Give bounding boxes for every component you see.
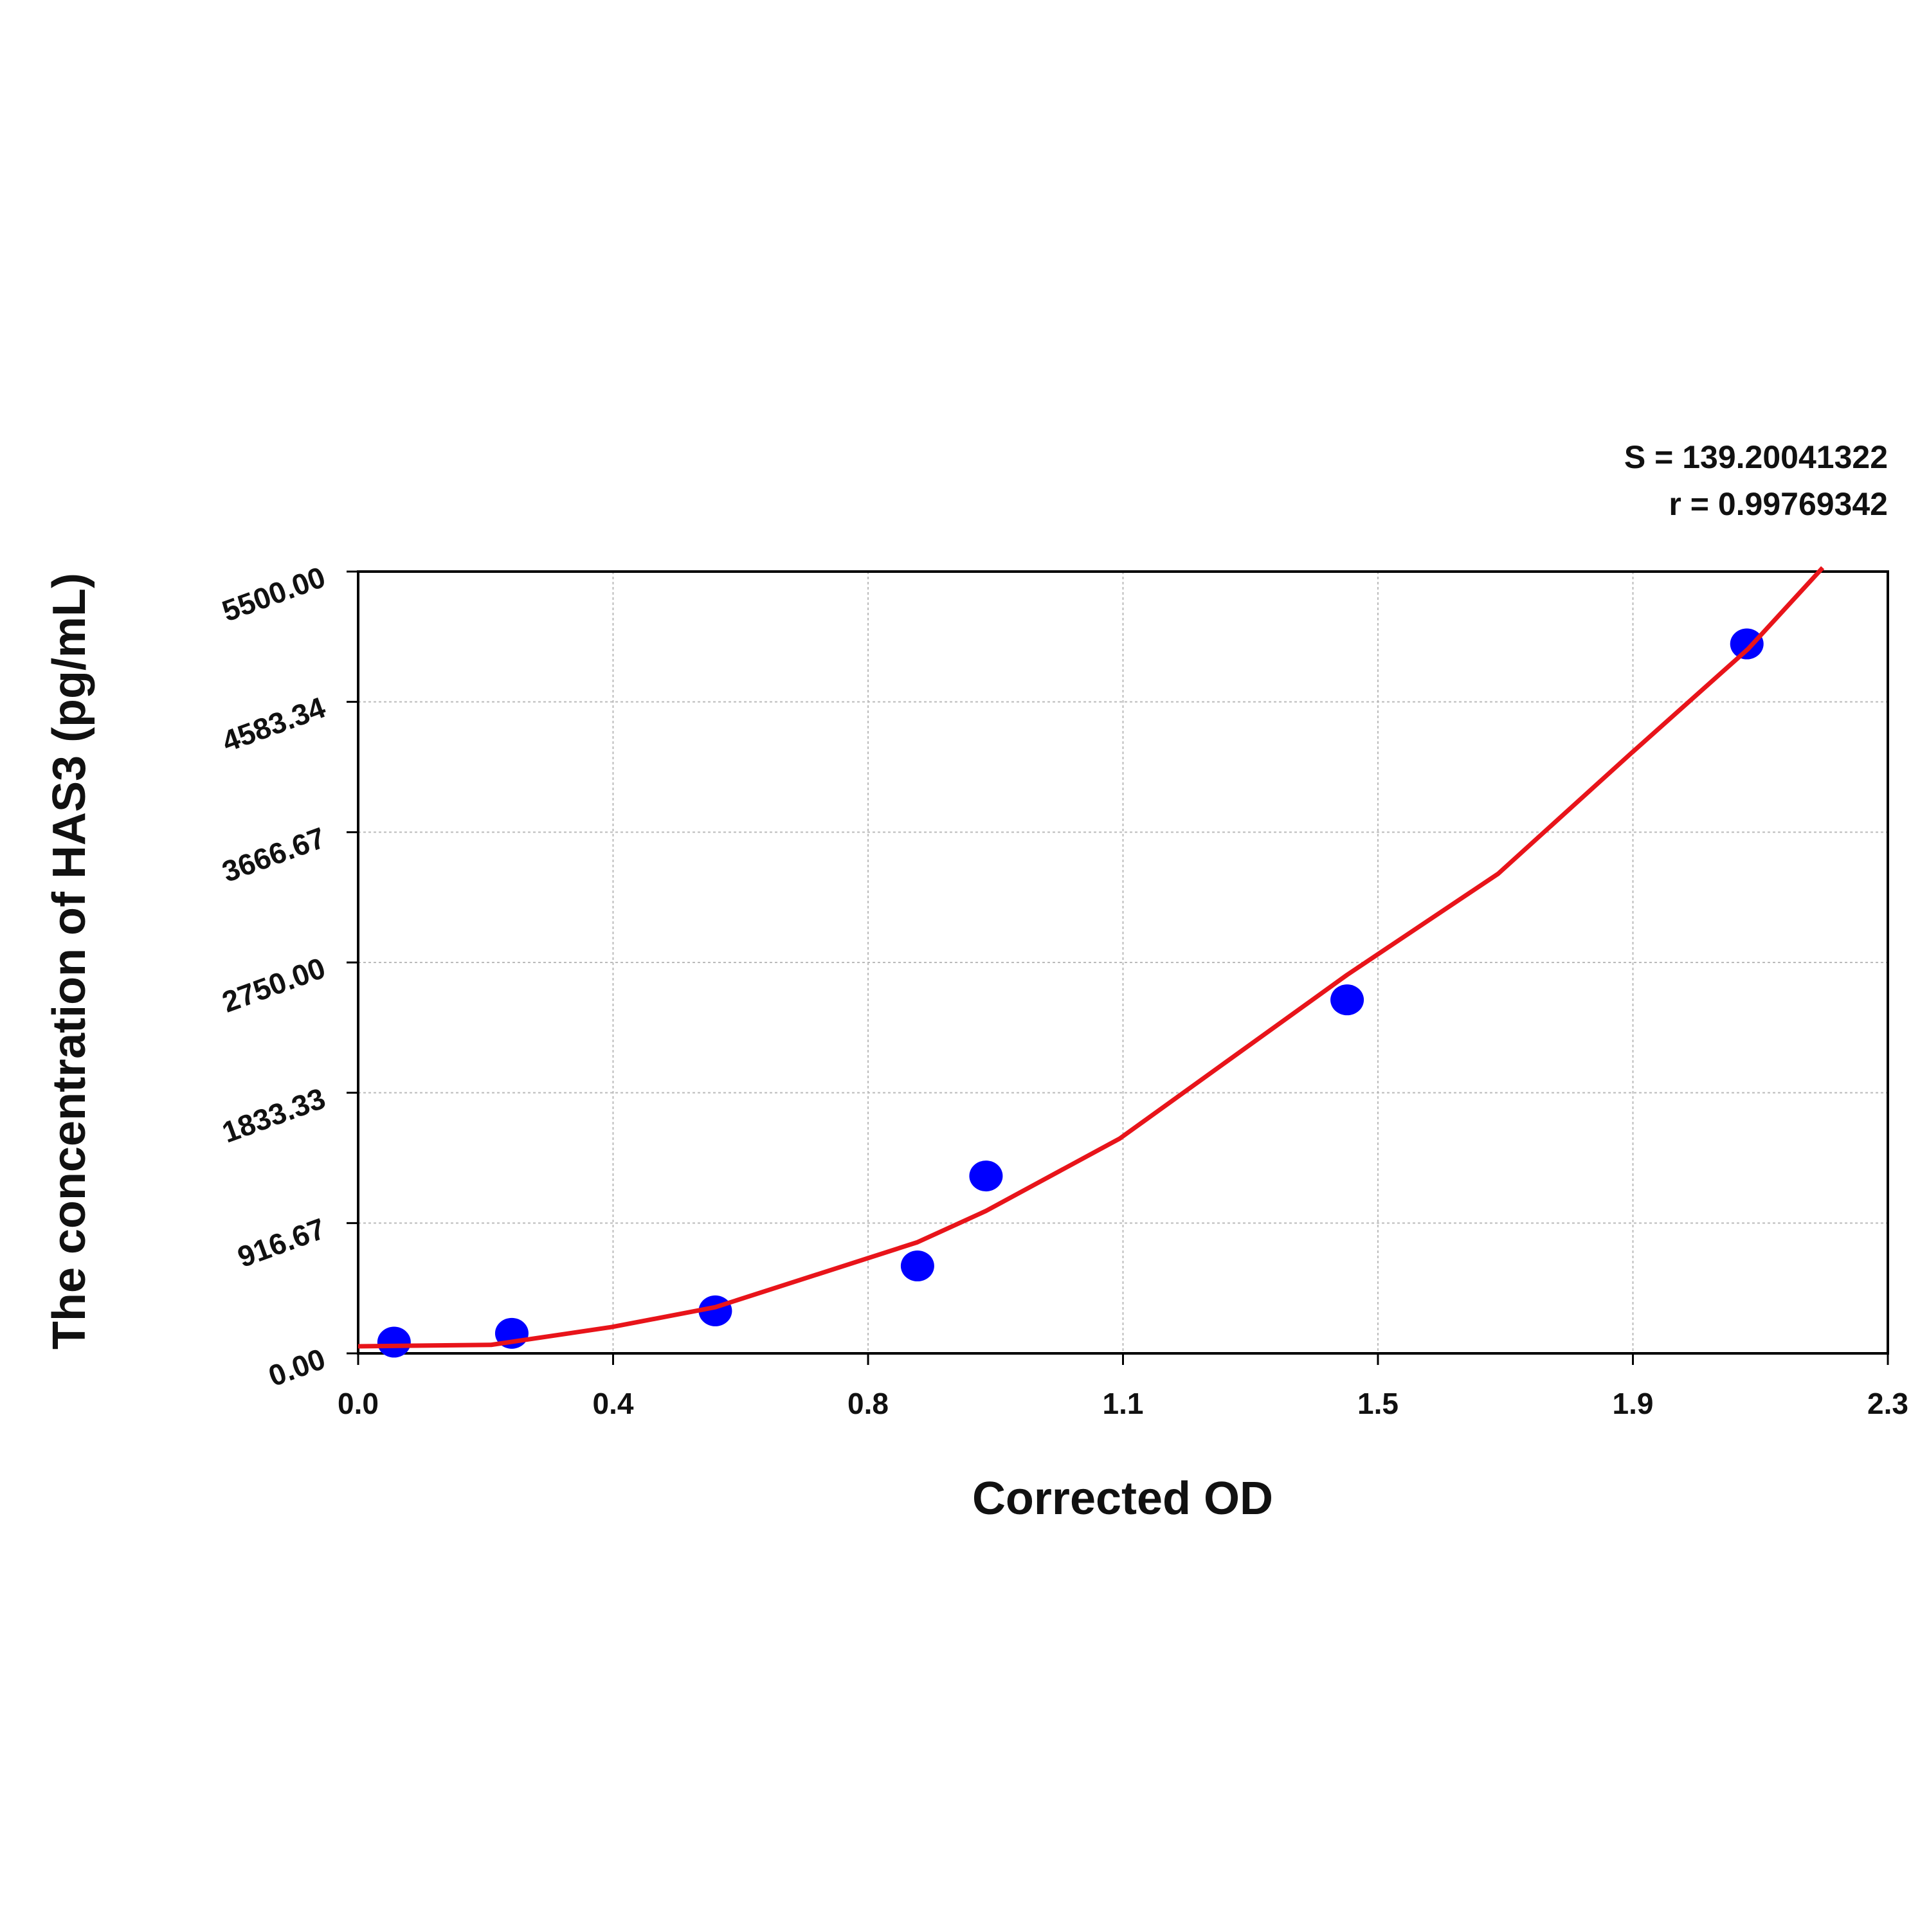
x-tick-label: 0.0 xyxy=(338,1387,379,1420)
y-tick-label: 0.00 xyxy=(264,1342,330,1393)
data-point xyxy=(377,1326,411,1358)
plot-frame xyxy=(357,570,1889,1355)
x-tick-label: 2.3 xyxy=(1867,1387,1908,1420)
annotation-r: r = 0.99769342 xyxy=(1669,486,1888,522)
x-tick-label: 1.5 xyxy=(1357,1387,1399,1420)
data-point xyxy=(1330,984,1364,1016)
y-tick-label: 2750.00 xyxy=(218,951,330,1019)
y-tick-label: 3666.67 xyxy=(218,820,330,889)
y-tick-label: 5500.00 xyxy=(218,560,330,628)
y-tick-label: 1833.33 xyxy=(218,1081,330,1150)
data-point xyxy=(969,1160,1003,1192)
fit-curve xyxy=(358,566,1825,1349)
y-axis-title: The concentration of HAS3 (pg/mL) xyxy=(44,573,95,1350)
data-point xyxy=(1730,628,1764,660)
annotation-s: S = 139.20041322 xyxy=(1624,439,1888,475)
x-axis-title: Corrected OD xyxy=(972,1473,1273,1524)
x-tick-label: 1.9 xyxy=(1613,1387,1654,1420)
x-tick-label: 0.4 xyxy=(592,1387,633,1420)
data-point xyxy=(900,1250,934,1282)
x-tick-label: 0.8 xyxy=(847,1387,889,1420)
y-tick-label: 4583.34 xyxy=(218,690,330,758)
y-tick-label: 916.67 xyxy=(233,1211,330,1274)
x-tick-label: 1.1 xyxy=(1103,1387,1144,1420)
